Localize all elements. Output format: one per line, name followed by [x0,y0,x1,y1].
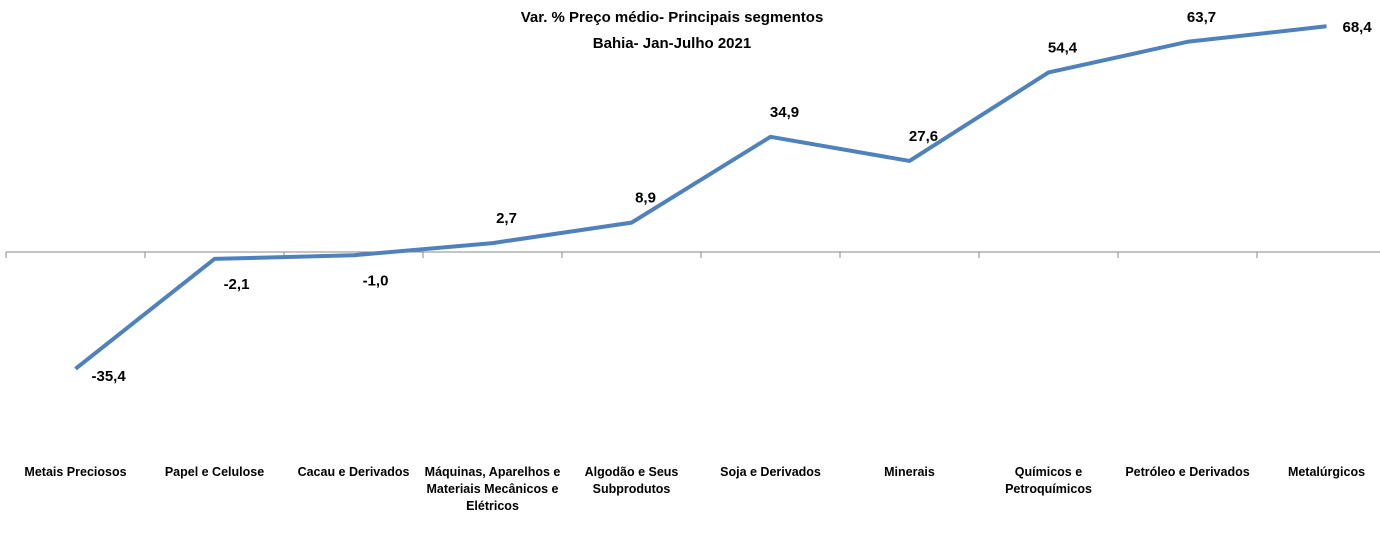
data-label: 54,4 [1048,39,1078,56]
chart-title: Var. % Preço médio- Principais segmentos [521,9,824,26]
data-label: 8,9 [635,190,656,207]
data-label: 68,4 [1343,19,1373,36]
x-tick-label: Metalúrgicos [1287,465,1366,479]
data-label: -2,1 [224,276,250,293]
chart-subtitle: Bahia- Jan-Julho 2021 [593,35,751,52]
x-tick-label: Cacau e Derivados [297,465,410,479]
x-tick-label: Minerais [884,465,935,479]
x-tick-label: Químicos e Petroquímicos [1005,465,1092,496]
x-tick-label: Soja e Derivados [720,465,821,479]
x-tick-label: Papel e Celulose [164,465,265,479]
data-label: 2,7 [496,210,517,227]
data-label: 63,7 [1187,9,1216,26]
data-label: 27,6 [909,128,938,145]
data-label: 34,9 [770,104,799,121]
data-label: -35,4 [92,368,127,385]
data-line [74,24,1327,371]
x-tick-label: Metais Preciosos [24,465,127,479]
x-tick-label: Petróleo e Derivados [1125,465,1250,479]
x-tick-label: Máquinas, Aparelhos e Materiais Mecânico… [424,465,561,513]
x-tick-label: Algodão e Seus Subprodutos [584,465,679,496]
data-label: -1,0 [363,272,389,289]
